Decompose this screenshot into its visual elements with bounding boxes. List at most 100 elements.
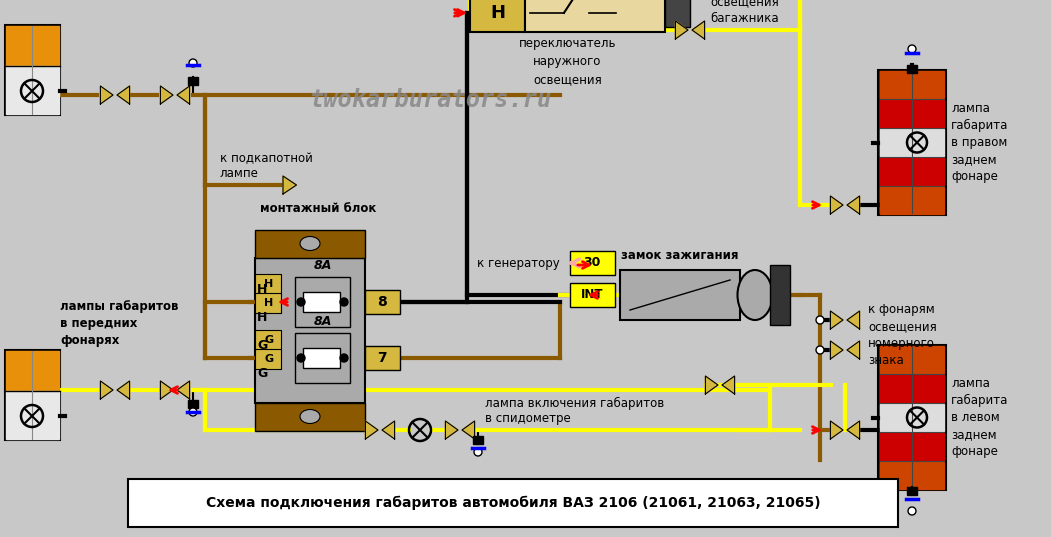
Polygon shape (847, 341, 860, 359)
Bar (365, 290, 400, 314)
Ellipse shape (300, 410, 320, 424)
Bar (6, 390, 59, 439)
Text: G: G (265, 354, 273, 364)
Text: к фонарю
освещения
багажника: к фонарю освещения багажника (710, 0, 779, 25)
Text: 8: 8 (377, 295, 387, 309)
Bar (880, 433, 944, 460)
Circle shape (908, 45, 916, 53)
Bar (6, 351, 59, 390)
Bar (255, 349, 281, 369)
Bar (473, 436, 483, 444)
Polygon shape (177, 381, 189, 399)
Polygon shape (462, 421, 475, 439)
Text: лампа
габарита
в правом
заднем
фонаре: лампа габарита в правом заднем фонаре (951, 102, 1008, 183)
Bar (620, 270, 740, 320)
Bar (880, 100, 944, 127)
Bar (880, 187, 944, 214)
Ellipse shape (300, 236, 320, 250)
Bar (255, 293, 281, 313)
Circle shape (908, 507, 916, 515)
Bar (880, 346, 944, 373)
Circle shape (474, 448, 482, 456)
Bar (295, 277, 350, 327)
Polygon shape (676, 21, 688, 39)
Bar (255, 274, 281, 294)
Bar (188, 77, 198, 85)
Bar (255, 258, 365, 403)
Polygon shape (117, 86, 129, 104)
Text: 30: 30 (583, 257, 601, 270)
Bar (255, 403, 365, 431)
Bar (907, 487, 918, 495)
Text: H: H (265, 298, 273, 308)
Text: 8А: 8А (313, 315, 332, 328)
Circle shape (189, 408, 197, 416)
Bar (880, 129, 944, 156)
Bar (255, 330, 281, 350)
Bar (770, 265, 790, 325)
Polygon shape (722, 376, 735, 394)
Bar (665, 0, 691, 27)
Text: замок зажигания: замок зажигания (621, 249, 739, 262)
Bar (295, 333, 350, 383)
Polygon shape (161, 86, 173, 104)
Polygon shape (117, 381, 129, 399)
Ellipse shape (738, 270, 772, 320)
Bar (878, 345, 946, 490)
Bar (880, 462, 944, 489)
Text: INT: INT (581, 288, 603, 301)
Polygon shape (101, 86, 114, 104)
Polygon shape (830, 311, 843, 329)
Circle shape (816, 346, 824, 354)
Text: к генератору: к генератору (477, 257, 560, 270)
Text: H: H (257, 311, 267, 324)
Text: H: H (257, 283, 267, 296)
Bar (880, 71, 944, 98)
Polygon shape (692, 21, 704, 39)
Circle shape (341, 354, 348, 362)
Bar (907, 65, 918, 73)
Bar (880, 404, 944, 431)
Circle shape (189, 59, 197, 67)
Polygon shape (705, 376, 718, 394)
Polygon shape (847, 196, 860, 214)
Circle shape (297, 354, 305, 362)
Polygon shape (101, 381, 114, 399)
Bar (303, 348, 341, 368)
Bar (255, 229, 365, 258)
Polygon shape (830, 196, 843, 214)
Polygon shape (830, 341, 843, 359)
Text: G: G (257, 367, 267, 380)
Text: монтажный блок: монтажный блок (260, 202, 376, 215)
Bar (880, 158, 944, 185)
Bar (303, 292, 341, 312)
Text: лампа включения габаритов
в спидометре: лампа включения габаритов в спидометре (485, 397, 664, 425)
Polygon shape (177, 86, 189, 104)
Text: H: H (490, 4, 504, 22)
Bar (878, 70, 946, 215)
Circle shape (341, 298, 348, 306)
Bar (470, 0, 526, 32)
Polygon shape (847, 421, 860, 439)
Polygon shape (161, 381, 173, 399)
Text: 7: 7 (377, 351, 387, 365)
Polygon shape (283, 176, 296, 194)
Bar (188, 400, 198, 408)
Bar (570, 283, 615, 307)
Text: к фонарям
освещения
номерного
знака: к фонарям освещения номерного знака (868, 303, 936, 367)
Bar (6, 26, 59, 66)
Polygon shape (382, 421, 394, 439)
Bar (128, 479, 898, 527)
Bar (570, 251, 615, 275)
Polygon shape (446, 421, 458, 439)
Bar (5, 350, 60, 440)
Text: twokarburators.ru: twokarburators.ru (309, 88, 551, 112)
Text: к подкапотной
лампе: к подкапотной лампе (220, 152, 313, 180)
Text: G: G (257, 339, 267, 352)
Text: 8А: 8А (313, 259, 332, 272)
Text: H: H (265, 279, 273, 289)
Bar (5, 25, 60, 115)
Text: переключатель
наружного
освещения: переключатель наружного освещения (519, 37, 616, 86)
Polygon shape (830, 421, 843, 439)
Circle shape (297, 298, 305, 306)
